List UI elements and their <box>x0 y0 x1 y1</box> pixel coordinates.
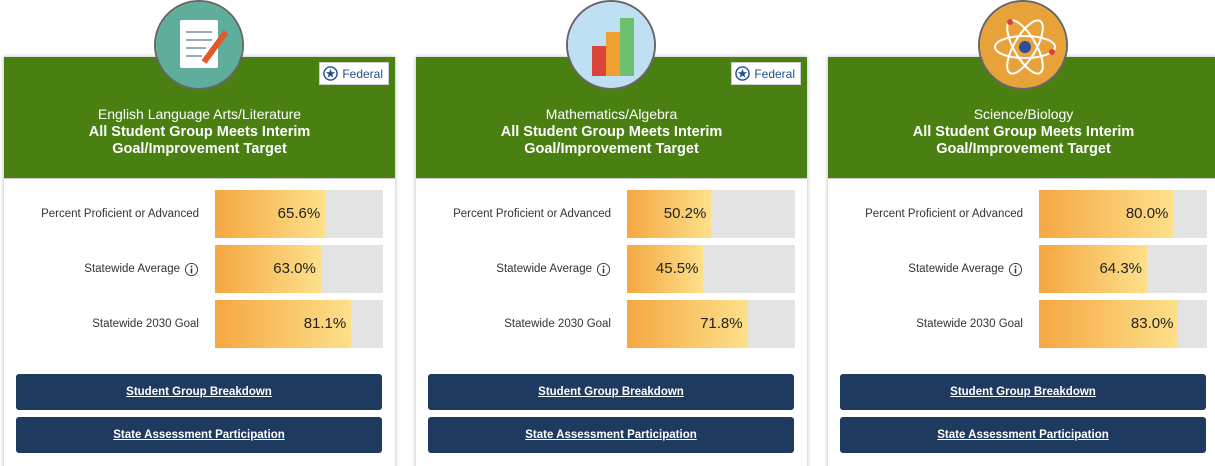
value-label: 45.5% <box>655 260 699 277</box>
separator <box>828 178 1215 179</box>
card: Science/Biology All Student Group Meets I… <box>828 0 1215 466</box>
metric-label: Statewide Average <box>84 245 199 293</box>
metric-label-text: Percent Proficient or Advanced <box>865 208 1023 220</box>
card: English Language Arts/Literature All Stud… <box>4 0 395 466</box>
bar-track: 64.3% <box>1039 245 1207 293</box>
heading: All Student Group Meets Interim Goal/Imp… <box>500 124 723 157</box>
value-label: 64.3% <box>1099 260 1143 277</box>
bar: 83.0% <box>1039 300 1179 348</box>
bar-track: 83.0% <box>1039 300 1207 348</box>
metric-label: Percent Proficient or Advanced <box>41 190 199 238</box>
metric-row: Statewide Average 63.0% <box>4 245 395 293</box>
metric-label: Percent Proficient or Advanced <box>453 190 611 238</box>
metric-label: Statewide 2030 Goal <box>504 300 611 348</box>
metric-row: Percent Proficient or Advanced 50.2% <box>416 190 807 238</box>
metric-label-text: Percent Proficient or Advanced <box>453 208 611 220</box>
value-label: 71.8% <box>700 315 743 332</box>
bar-track: 45.5% <box>627 245 795 293</box>
bar: 80.0% <box>1039 190 1174 238</box>
metric-row: Statewide 2030 Goal 81.1% <box>4 300 395 348</box>
metric-label-text: Statewide 2030 Goal <box>92 318 199 330</box>
bar: 81.1% <box>215 300 352 348</box>
bar-track: 71.8% <box>627 300 795 348</box>
bar: 63.0% <box>215 245 321 293</box>
info-icon[interactable] <box>1008 262 1023 277</box>
subject-icon <box>154 0 244 90</box>
metric-row: Statewide Average 64.3% <box>828 245 1215 293</box>
heading: All Student Group Meets Interim Goal/Imp… <box>88 124 311 157</box>
value-label: 63.0% <box>273 260 316 277</box>
metric-row: Statewide 2030 Goal 83.0% <box>828 300 1215 348</box>
metric-label-text: Statewide Average <box>496 263 592 275</box>
metric-row: Statewide Average 45.5% <box>416 245 807 293</box>
subject: English Language Arts/Literature <box>97 106 302 122</box>
link-button[interactable]: State Assessment Participation <box>428 417 794 453</box>
bar-track: 63.0% <box>215 245 383 293</box>
star-icon <box>735 66 751 81</box>
metric-label: Statewide Average <box>496 245 611 293</box>
subject: Mathematics/Algebra <box>545 106 678 122</box>
subject-icon <box>566 0 656 90</box>
federal-badge: Federal <box>319 62 389 85</box>
bar-track: 65.6% <box>215 190 383 238</box>
metric-label: Statewide 2030 Goal <box>92 300 199 348</box>
link-button[interactable]: Student Group Breakdown <box>428 374 794 410</box>
star-icon <box>323 66 339 81</box>
federal-badge: Federal <box>731 62 801 85</box>
value-label: 65.6% <box>277 205 321 222</box>
subject-icon <box>978 0 1068 90</box>
metric-row: Percent Proficient or Advanced 80.0% <box>828 190 1215 238</box>
link-button[interactable]: State Assessment Participation <box>840 417 1206 453</box>
metric-label-text: Statewide Average <box>908 263 1004 275</box>
value-label: 83.0% <box>1130 315 1174 332</box>
bar-track: 50.2% <box>627 190 795 238</box>
info-icon[interactable] <box>596 262 611 277</box>
link-button[interactable]: State Assessment Participation <box>16 417 382 453</box>
info-icon[interactable] <box>184 262 199 277</box>
metric-label: Statewide 2030 Goal <box>916 300 1023 348</box>
link-button[interactable]: Student Group Breakdown <box>16 374 382 410</box>
metric-label: Percent Proficient or Advanced <box>865 190 1023 238</box>
heading: All Student Group Meets Interim Goal/Imp… <box>912 124 1135 157</box>
metric-row: Percent Proficient or Advanced 65.6% <box>4 190 395 238</box>
card: Mathematics/Algebra All Student Group Mee… <box>416 0 807 466</box>
separator <box>4 178 395 179</box>
federal-label: Federal <box>754 66 795 81</box>
bar-track: 80.0% <box>1039 190 1207 238</box>
bar: 71.8% <box>627 300 748 348</box>
metric-row: Statewide 2030 Goal 71.8% <box>416 300 807 348</box>
subject: Science/Biology <box>973 106 1074 122</box>
value-label: 50.2% <box>663 205 707 222</box>
bar: 64.3% <box>1039 245 1148 293</box>
metric-label-text: Statewide 2030 Goal <box>916 318 1023 330</box>
link-button[interactable]: Student Group Breakdown <box>840 374 1206 410</box>
metric-label-text: Statewide Average <box>84 263 180 275</box>
metric-label-text: Percent Proficient or Advanced <box>41 208 199 220</box>
federal-label: Federal <box>342 66 383 81</box>
separator <box>416 178 807 179</box>
bar: 45.5% <box>627 245 704 293</box>
bar-track: 81.1% <box>215 300 383 348</box>
metric-label-text: Statewide 2030 Goal <box>504 318 611 330</box>
metric-label: Statewide Average <box>908 245 1023 293</box>
bar: 65.6% <box>215 190 326 238</box>
bar: 50.2% <box>627 190 712 238</box>
value-label: 80.0% <box>1125 205 1169 222</box>
value-label: 81.1% <box>303 315 347 332</box>
